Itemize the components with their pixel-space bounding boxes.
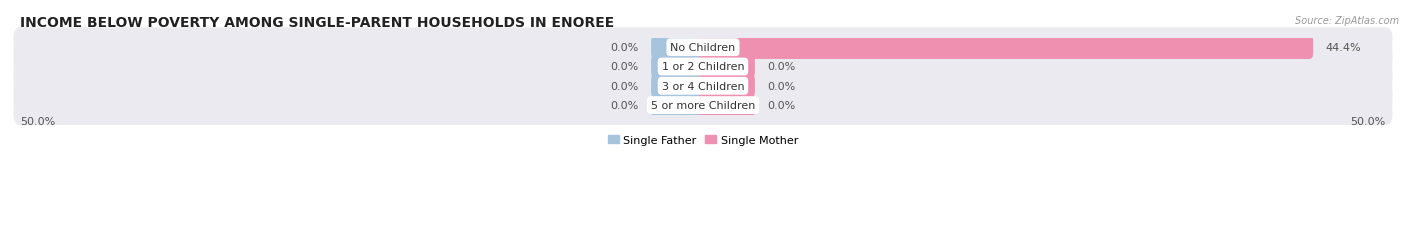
Text: 0.0%: 0.0%: [768, 101, 796, 111]
Text: 0.0%: 0.0%: [610, 82, 638, 91]
FancyBboxPatch shape: [14, 47, 1392, 87]
FancyBboxPatch shape: [14, 86, 1392, 125]
Text: 5 or more Children: 5 or more Children: [651, 101, 755, 111]
Text: 0.0%: 0.0%: [610, 43, 638, 53]
FancyBboxPatch shape: [651, 36, 707, 60]
FancyBboxPatch shape: [651, 55, 707, 79]
FancyBboxPatch shape: [699, 55, 755, 79]
Text: No Children: No Children: [671, 43, 735, 53]
FancyBboxPatch shape: [699, 36, 1313, 60]
Text: 0.0%: 0.0%: [610, 62, 638, 72]
Text: 50.0%: 50.0%: [1350, 116, 1385, 126]
Text: 1 or 2 Children: 1 or 2 Children: [662, 62, 744, 72]
Text: 3 or 4 Children: 3 or 4 Children: [662, 82, 744, 91]
Text: INCOME BELOW POVERTY AMONG SINGLE-PARENT HOUSEHOLDS IN ENOREE: INCOME BELOW POVERTY AMONG SINGLE-PARENT…: [21, 16, 614, 30]
FancyBboxPatch shape: [699, 75, 755, 98]
FancyBboxPatch shape: [14, 28, 1392, 68]
Text: 50.0%: 50.0%: [21, 116, 56, 126]
Text: 0.0%: 0.0%: [768, 62, 796, 72]
Text: 0.0%: 0.0%: [768, 82, 796, 91]
FancyBboxPatch shape: [14, 67, 1392, 106]
FancyBboxPatch shape: [651, 75, 707, 98]
Text: 44.4%: 44.4%: [1326, 43, 1361, 53]
FancyBboxPatch shape: [699, 94, 755, 117]
Legend: Single Father, Single Mother: Single Father, Single Mother: [603, 131, 803, 150]
Text: Source: ZipAtlas.com: Source: ZipAtlas.com: [1295, 16, 1399, 26]
FancyBboxPatch shape: [651, 94, 707, 117]
Text: 0.0%: 0.0%: [610, 101, 638, 111]
